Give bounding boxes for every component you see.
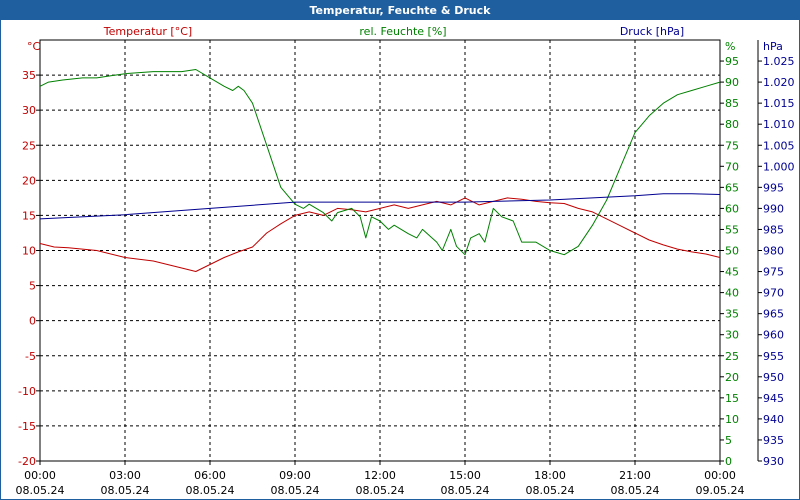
- time-tick-label: 06:00: [194, 469, 226, 482]
- pressure-tick-label: 955: [763, 350, 784, 363]
- humidity-tick-label: 10: [725, 413, 739, 426]
- humidity-axis: 0 5 10 15 20 25 30 35 40 45 50 55 60 65 70 75 80 85 90 95%: [720, 40, 739, 468]
- time-axis: 00:00 08.05.24 03:00 08.05.24 06:00 08.05.24 0…: [16, 461, 745, 497]
- humidity-tick-label: 60: [725, 202, 739, 215]
- temperature-tick-label: 35: [22, 69, 36, 82]
- humidity-tick-label: 95: [725, 55, 739, 68]
- time-tick-label: 09:00: [279, 469, 311, 482]
- pressure-tick-label: 960: [763, 329, 784, 342]
- temperature-tick-label: 0: [29, 315, 36, 328]
- pressure-tick-label: 975: [763, 266, 784, 279]
- time-tick-label: 00:00: [704, 469, 736, 482]
- time-tick-label: 21:00: [619, 469, 651, 482]
- humidity-tick-label: 45: [725, 266, 739, 279]
- humidity-tick-label: 55: [725, 223, 739, 236]
- pressure-tick-label: 930: [763, 455, 784, 468]
- temperature-unit-label: °C: [27, 40, 41, 53]
- date-tick-label: 08.05.24: [441, 484, 490, 497]
- humidity-tick-label: 30: [725, 329, 739, 342]
- humidity-tick-label: 15: [725, 392, 739, 405]
- temperature-series-line: [39, 197, 721, 272]
- pressure-tick-label: 940: [763, 413, 784, 426]
- pressure-unit-label: hPa: [763, 40, 783, 53]
- pressure-tick-label: 990: [763, 202, 784, 215]
- pressure-tick-label: 980: [763, 245, 784, 258]
- humidity-tick-label: 75: [725, 139, 739, 152]
- series-labels: Temperatur [°C] rel. Feuchte [%] Druck [hP…: [103, 25, 684, 38]
- pressure-tick-label: 945: [763, 392, 784, 405]
- humidity-tick-label: 0: [725, 455, 732, 468]
- date-tick-label: 08.05.24: [16, 484, 65, 497]
- humidity-tick-label: 35: [725, 308, 739, 321]
- pressure-axis: 930 935 940 945 950 955 960 965 970 975 980 985 990 9…: [757, 40, 795, 468]
- time-tick-label: 15:00: [449, 469, 481, 482]
- temperature-tick-label: -10: [18, 385, 36, 398]
- date-tick-label: 08.05.24: [526, 484, 575, 497]
- temperature-tick-label: 30: [22, 104, 36, 117]
- humidity-tick-label: 80: [725, 118, 739, 131]
- temperature-axis: -20 -15 -10 -5 0 5 10 15 20 25 30 35 °C: [18, 40, 40, 468]
- date-tick-label: 08.05.24: [356, 484, 405, 497]
- date-tick-label: 08.05.24: [186, 484, 235, 497]
- pressure-tick-label: 950: [763, 371, 784, 384]
- series-layer: [39, 69, 721, 272]
- temperature-tick-label: 5: [29, 280, 36, 293]
- date-tick-label: 09.05.24: [696, 484, 745, 497]
- humidity-tick-label: 40: [725, 287, 739, 300]
- temperature-tick-label: -20: [18, 455, 36, 468]
- humidity-tick-label: 5: [725, 434, 732, 447]
- humidity-tick-label: 90: [725, 76, 739, 89]
- humidity-tick-label: 50: [725, 245, 739, 258]
- temperature-axis-title: Temperatur [°C]: [103, 25, 192, 38]
- humidity-axis-title: rel. Feuchte [%]: [359, 25, 446, 38]
- temperature-tick-label: 20: [22, 174, 36, 187]
- pressure-tick-label: 965: [763, 308, 784, 321]
- pressure-axis-title: Druck [hPa]: [620, 25, 684, 38]
- chart-title: Temperatur, Feuchte & Druck: [1, 1, 799, 20]
- humidity-tick-label: 20: [725, 371, 739, 384]
- date-tick-label: 08.05.24: [271, 484, 320, 497]
- temperature-tick-label: -5: [25, 350, 36, 363]
- pressure-tick-label: 970: [763, 287, 784, 300]
- pressure-tick-label: 985: [763, 223, 784, 236]
- temperature-tick-label: 15: [22, 209, 36, 222]
- pressure-tick-label: 1.025: [763, 55, 795, 68]
- humidity-tick-label: 25: [725, 350, 739, 363]
- grid-lines: [39, 40, 721, 462]
- pressure-tick-label: 1.015: [763, 97, 795, 110]
- time-tick-label: 03:00: [109, 469, 141, 482]
- temperature-tick-label: 10: [22, 245, 36, 258]
- date-tick-label: 08.05.24: [101, 484, 150, 497]
- temperature-tick-label: 25: [22, 139, 36, 152]
- temperature-tick-label: -15: [18, 420, 36, 433]
- pressure-tick-label: 995: [763, 181, 784, 194]
- time-tick-label: 12:00: [364, 469, 396, 482]
- pressure-tick-label: 1.010: [763, 118, 795, 131]
- humidity-unit-label: %: [725, 40, 735, 53]
- date-tick-label: 08.05.24: [611, 484, 660, 497]
- humidity-tick-label: 65: [725, 181, 739, 194]
- humidity-tick-label: 85: [725, 97, 739, 110]
- pressure-tick-label: 935: [763, 434, 784, 447]
- pressure-series-line: [39, 193, 721, 220]
- pressure-tick-label: 1.000: [763, 160, 795, 173]
- pressure-tick-label: 1.005: [763, 139, 795, 152]
- humidity-series-line: [39, 69, 721, 256]
- pressure-tick-label: 1.020: [763, 76, 795, 89]
- time-tick-label: 18:00: [534, 469, 566, 482]
- humidity-tick-label: 70: [725, 160, 739, 173]
- time-tick-label: 00:00: [24, 469, 56, 482]
